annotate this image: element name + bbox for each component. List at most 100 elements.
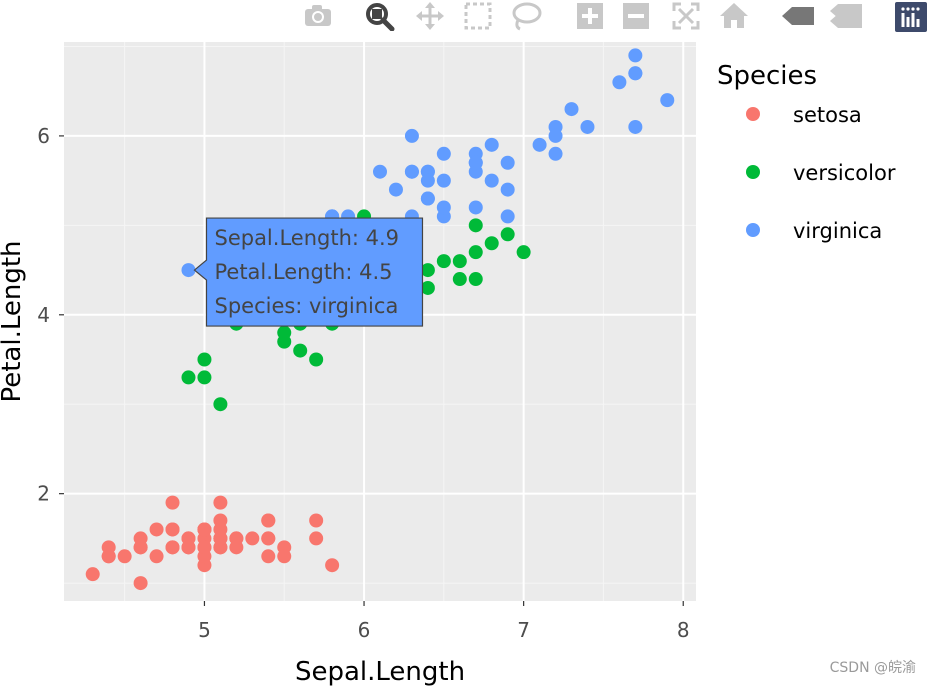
hover-tooltip: Sepal.Length: 4.9 Petal.Length: 4.5 Specie… bbox=[193, 217, 424, 327]
legend-marker bbox=[746, 107, 760, 121]
point-virginica[interactable] bbox=[484, 173, 499, 188]
point-setosa[interactable] bbox=[309, 531, 324, 546]
zoom-in-icon[interactable] bbox=[570, 0, 604, 30]
point-virginica[interactable] bbox=[500, 155, 515, 170]
legend-marker bbox=[746, 223, 760, 237]
point-versicolor[interactable] bbox=[468, 218, 483, 233]
point-virginica[interactable] bbox=[532, 137, 547, 152]
point-setosa[interactable] bbox=[229, 531, 244, 546]
point-virginica[interactable] bbox=[468, 200, 483, 215]
point-virginica[interactable] bbox=[628, 66, 643, 81]
legend-item-versicolor[interactable]: versicolor bbox=[746, 161, 896, 185]
point-setosa[interactable] bbox=[325, 558, 340, 573]
point-setosa[interactable] bbox=[165, 522, 180, 537]
point-setosa[interactable] bbox=[213, 495, 228, 510]
y-axis-title: Petal.Length bbox=[0, 240, 27, 402]
point-setosa[interactable] bbox=[261, 513, 276, 528]
point-setosa[interactable] bbox=[309, 513, 324, 528]
camera-icon[interactable] bbox=[298, 0, 332, 30]
point-setosa[interactable] bbox=[245, 531, 260, 546]
point-virginica[interactable] bbox=[373, 164, 387, 179]
point-setosa[interactable] bbox=[117, 549, 132, 564]
point-setosa[interactable] bbox=[133, 540, 148, 555]
point-virginica[interactable] bbox=[181, 263, 196, 278]
point-versicolor[interactable] bbox=[516, 245, 531, 260]
point-virginica[interactable] bbox=[468, 155, 483, 170]
point-setosa[interactable] bbox=[165, 540, 180, 555]
point-virginica[interactable] bbox=[580, 119, 595, 134]
zoom-icon[interactable] bbox=[360, 0, 395, 31]
legend-marker bbox=[746, 165, 760, 179]
point-setosa[interactable] bbox=[277, 549, 292, 564]
point-versicolor[interactable] bbox=[452, 254, 467, 269]
y-axis-ticks: 2 4 6 bbox=[37, 124, 64, 506]
point-virginica[interactable] bbox=[564, 102, 579, 117]
point-setosa[interactable] bbox=[149, 549, 164, 564]
pan-icon[interactable] bbox=[410, 0, 444, 30]
point-versicolor[interactable] bbox=[484, 236, 499, 251]
point-versicolor[interactable] bbox=[468, 272, 483, 287]
point-versicolor[interactable] bbox=[309, 352, 324, 367]
point-versicolor[interactable] bbox=[197, 370, 212, 385]
point-virginica[interactable] bbox=[628, 48, 643, 63]
point-virginica[interactable] bbox=[500, 182, 515, 197]
x-tick-label: 6 bbox=[358, 618, 371, 642]
point-virginica[interactable] bbox=[388, 182, 403, 197]
tooltip-box bbox=[193, 217, 424, 327]
lasso-select-icon[interactable] bbox=[506, 0, 542, 31]
point-versicolor[interactable] bbox=[420, 280, 435, 295]
point-setosa[interactable] bbox=[165, 495, 180, 510]
hover-compare-icon[interactable] bbox=[824, 0, 862, 30]
point-versicolor[interactable] bbox=[293, 343, 308, 358]
point-setosa[interactable] bbox=[197, 522, 212, 537]
point-versicolor[interactable] bbox=[468, 245, 483, 260]
point-virginica[interactable] bbox=[660, 93, 675, 108]
point-virginica[interactable] bbox=[548, 128, 563, 143]
point-virginica[interactable] bbox=[436, 200, 451, 215]
x-tick-label: 7 bbox=[517, 618, 530, 642]
plotly-logo-icon[interactable] bbox=[890, 0, 927, 32]
point-virginica[interactable] bbox=[612, 75, 627, 90]
point-setosa[interactable] bbox=[261, 531, 276, 546]
point-versicolor[interactable] bbox=[277, 334, 292, 349]
point-setosa[interactable] bbox=[101, 549, 116, 564]
point-versicolor[interactable] bbox=[420, 263, 435, 278]
point-virginica[interactable] bbox=[436, 146, 451, 161]
point-setosa[interactable] bbox=[261, 549, 276, 564]
point-virginica[interactable] bbox=[436, 173, 451, 188]
point-virginica[interactable] bbox=[548, 146, 563, 161]
point-virginica[interactable] bbox=[404, 128, 419, 143]
reset-axes-icon[interactable] bbox=[714, 0, 748, 30]
point-versicolor[interactable] bbox=[500, 227, 515, 242]
point-versicolor[interactable] bbox=[213, 397, 228, 412]
point-virginica[interactable] bbox=[420, 173, 435, 188]
legend-item-setosa[interactable]: setosa bbox=[746, 103, 862, 127]
point-virginica[interactable] bbox=[420, 191, 435, 206]
legend-label: setosa bbox=[793, 103, 862, 127]
box-select-icon[interactable] bbox=[458, 0, 492, 30]
y-tick-label: 4 bbox=[37, 303, 50, 327]
tooltip-line: Species: virginica bbox=[214, 294, 398, 318]
point-setosa[interactable] bbox=[181, 540, 196, 555]
point-virginica[interactable] bbox=[404, 164, 419, 179]
point-setosa[interactable] bbox=[197, 540, 212, 555]
autoscale-icon[interactable] bbox=[666, 0, 700, 30]
point-versicolor[interactable] bbox=[181, 370, 196, 385]
point-setosa[interactable] bbox=[133, 576, 148, 591]
legend[interactable]: Species setosa versicolor virginica bbox=[717, 61, 896, 243]
point-versicolor[interactable] bbox=[452, 272, 467, 287]
point-virginica[interactable] bbox=[628, 119, 643, 134]
x-axis-title: Sepal.Length bbox=[295, 657, 465, 687]
point-setosa[interactable] bbox=[85, 567, 100, 582]
watermark: CSDN @皖渝 bbox=[829, 660, 916, 676]
legend-item-virginica[interactable]: virginica bbox=[746, 219, 882, 243]
point-versicolor[interactable] bbox=[436, 254, 451, 269]
point-versicolor[interactable] bbox=[197, 352, 212, 367]
point-setosa[interactable] bbox=[213, 522, 228, 537]
zoom-out-icon[interactable] bbox=[616, 0, 650, 30]
point-virginica[interactable] bbox=[500, 209, 515, 224]
point-virginica[interactable] bbox=[484, 137, 499, 152]
spike-lines-icon[interactable] bbox=[776, 0, 814, 30]
point-setosa[interactable] bbox=[149, 522, 164, 537]
